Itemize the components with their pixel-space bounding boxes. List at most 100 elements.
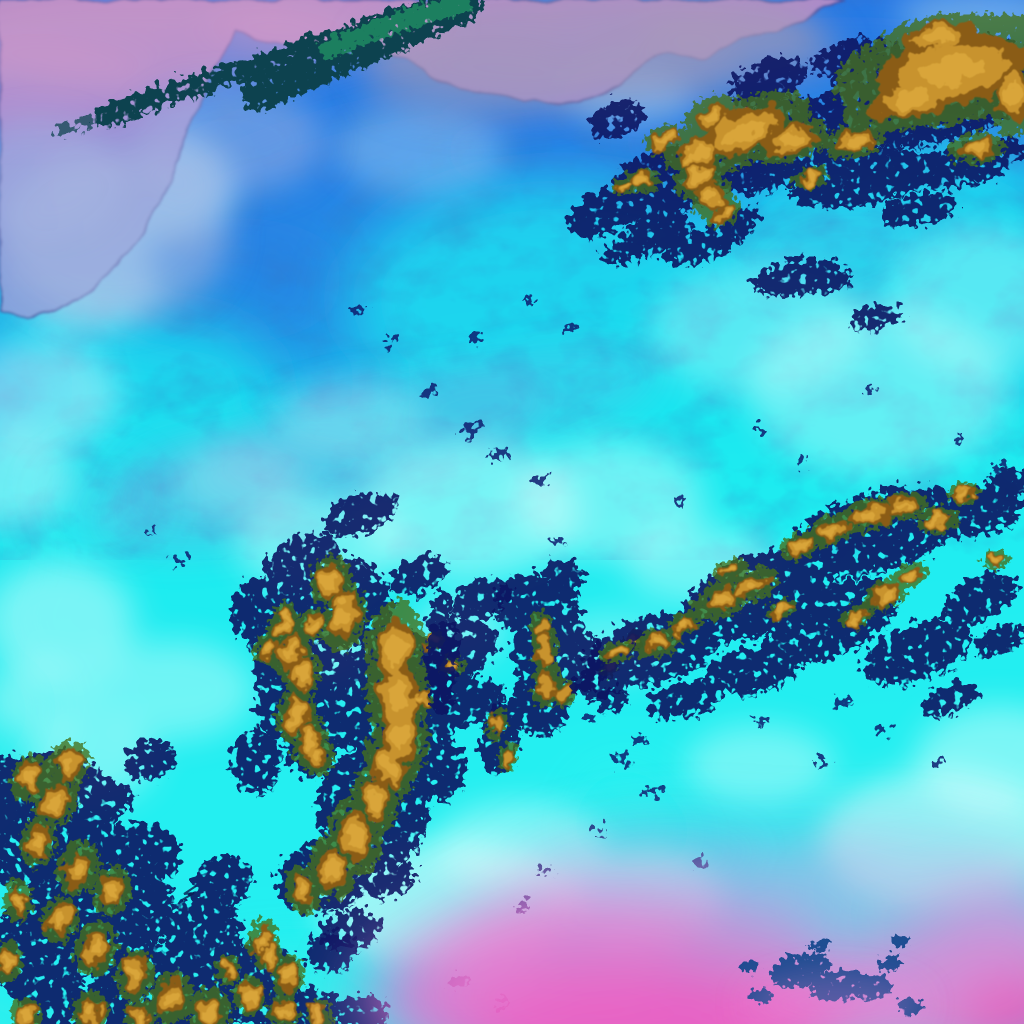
haze-cloud-patch [685, 725, 835, 805]
shadow-speckle [581, 714, 595, 722]
shadow-speckle-blob [426, 590, 458, 714]
shadow-speckle-blob [600, 239, 650, 265]
magenta-cloud-wisp [745, 974, 925, 1024]
shadow-speckle-blob [975, 624, 1024, 656]
rock-blob [905, 571, 915, 579]
shadow-speckle [644, 787, 660, 797]
shadow-speckle [816, 758, 828, 766]
rock-blob [635, 178, 647, 186]
rock-blob [325, 859, 339, 877]
shadow-speckle [593, 827, 607, 837]
ridge-b-rock-bright [611, 490, 1000, 656]
rock-blob [794, 542, 806, 550]
rock-blob [688, 145, 708, 159]
rock-blob [992, 557, 1000, 563]
shadow-speckle-blob [589, 99, 647, 141]
shadow-speckle [469, 336, 481, 344]
shadow-speckle-blob [102, 821, 182, 883]
rock-blob [283, 969, 293, 983]
rock-blob [392, 724, 408, 750]
sea-haze-patch [580, 32, 740, 92]
rock-blob [71, 860, 85, 876]
shadow-speckle-blob [862, 619, 974, 685]
rock-blob [726, 566, 736, 574]
rock-blob [303, 734, 315, 748]
rock-blob [381, 756, 397, 776]
shadow-speckle [875, 728, 889, 736]
rock-blob [919, 54, 985, 86]
haze-cloud-patch [915, 705, 1024, 815]
shadow-speckle [634, 736, 646, 744]
shadow-speckle-blob [848, 305, 904, 331]
rock-blob [135, 1011, 145, 1021]
rock-blob [684, 157, 694, 165]
rock-blob [704, 190, 718, 202]
ridge-chain-center-left [229, 492, 511, 951]
navy-cloud-patch [740, 960, 760, 972]
shadow-speckle [532, 474, 548, 486]
magenta-cloud-patch [956, 984, 1024, 1024]
shadow-speckle-blob [162, 896, 242, 968]
cloud-shadow-streak [55, 0, 482, 137]
rock-blob [852, 612, 862, 620]
ridge-chain-top-right [568, 12, 1024, 331]
rock-blob [538, 636, 552, 664]
sea-haze-patch [360, 42, 600, 122]
ridge-cm-rock [492, 618, 639, 764]
shadow-speckle [458, 422, 482, 438]
rock-blob [389, 680, 407, 710]
rock-blob [555, 685, 569, 699]
rock-blob [290, 707, 302, 723]
haze-cloud-patch [0, 662, 95, 738]
rock-blob [24, 771, 36, 785]
magenta-cloud-bank [54, 478, 1024, 1024]
haze-cloud-patch [85, 640, 255, 740]
shadow-speckle [674, 496, 686, 504]
rock-blob [859, 511, 877, 521]
rock-blob [337, 595, 349, 607]
shadow-speckle-blob [192, 855, 252, 909]
streak-segment-green [320, 0, 472, 58]
rock-blob [297, 883, 309, 897]
rock-blob [824, 525, 840, 535]
rock-blob [203, 1005, 217, 1019]
rock-blob [777, 134, 801, 148]
shadow-speckle [553, 536, 567, 544]
rock-blob [49, 792, 63, 808]
rock-blob [959, 490, 969, 498]
shadow-speckle-blob [364, 861, 416, 899]
shadow-speckle [352, 304, 368, 316]
rock-blob [106, 885, 118, 899]
rock-blob [932, 516, 944, 524]
sea-gray-haze [360, 0, 840, 122]
rock-blob [129, 968, 141, 982]
rock-blob [265, 951, 275, 961]
rock-blob [703, 110, 721, 124]
rock-blob [611, 648, 621, 656]
rock-blob [224, 965, 232, 975]
shadow-speckle [797, 458, 807, 466]
shadow-speckle-blob [568, 188, 636, 240]
haze-cloud-patch [650, 265, 870, 395]
shadow-speckle-blob [704, 644, 800, 696]
rock-blob [540, 673, 554, 697]
rock-blob [337, 611, 351, 629]
rock-blob [348, 825, 364, 847]
rock-blob [415, 697, 423, 703]
magenta-cloud-patch [515, 827, 885, 937]
rock-blob [324, 573, 336, 587]
rock-blob [692, 170, 708, 182]
rock-blob [296, 666, 308, 680]
shadow-speckle-blob [306, 931, 358, 973]
ridge-d-rock-bright [4, 758, 324, 1021]
shadow-speckle-blob [323, 492, 397, 538]
shadow-speckle-blob [943, 572, 1017, 628]
rock-blob [284, 642, 296, 658]
shadow-speckle [172, 557, 188, 567]
shadow-speckle [993, 462, 1007, 470]
rock-blob [61, 758, 75, 772]
rock-blob [893, 89, 933, 109]
rock-blob [257, 934, 267, 946]
shadow-speckle-blob [86, 781, 134, 819]
